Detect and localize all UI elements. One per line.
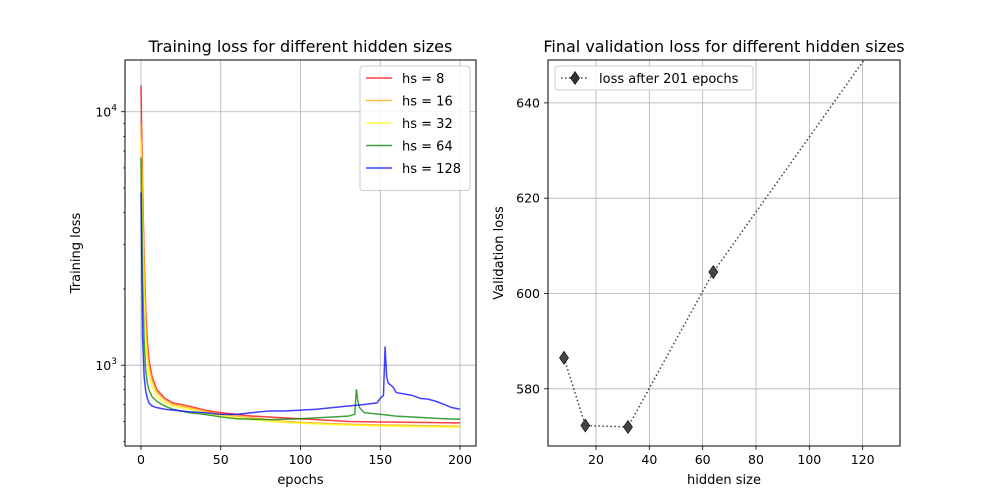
- legend-label: hs = 64: [402, 140, 453, 155]
- x-tick-label: 20: [588, 452, 604, 467]
- training-loss-legend: hs = 8 hs = 16 hs = 32 hs = 64 hs = 128: [359, 65, 471, 191]
- x-tick-label: 50: [213, 452, 229, 467]
- series-line-4: [140, 192, 461, 416]
- training-loss-ylabel: Training loss: [69, 213, 84, 295]
- validation-loss-axes-frame: [547, 59, 901, 447]
- x-tick-label: 0: [137, 452, 145, 467]
- x-tick-label: 100: [289, 452, 313, 467]
- training-loss-panel: Training loss for different hidden sizes…: [69, 37, 477, 488]
- data-point-marker: [623, 419, 633, 434]
- legend-label: loss after 201 epochs: [599, 72, 739, 87]
- x-tick-label: 200: [448, 452, 472, 467]
- legend-box: [554, 65, 754, 91]
- y-tick-label: 104: [95, 104, 117, 120]
- series-line-3: [140, 157, 461, 421]
- y-tick-label: 640: [516, 95, 540, 110]
- data-point-marker: [708, 265, 719, 280]
- x-tick-label: 40: [641, 452, 657, 467]
- x-tick-label: 80: [748, 452, 764, 467]
- x-tick-label: 150: [368, 452, 392, 467]
- legend-label: hs = 16: [402, 95, 453, 110]
- validation-loss-grid: [548, 60, 900, 446]
- data-point-marker: [559, 350, 569, 365]
- x-tick-label: 100: [797, 452, 821, 467]
- validation-loss-legend: loss after 201 epochs: [554, 65, 754, 91]
- data-point-marker: [580, 418, 591, 433]
- y-tick-label: 580: [516, 381, 540, 396]
- x-tick-label: 120: [851, 452, 875, 467]
- validation-loss-title: Final validation loss for different hidd…: [543, 37, 904, 56]
- validation-loss-ticks: 20 40 60 80 100 120 580 600 620 640: [516, 95, 875, 467]
- y-tick-label: 600: [516, 286, 540, 301]
- training-loss-title: Training loss for different hidden sizes: [148, 37, 453, 56]
- training-loss-series: [140, 85, 461, 428]
- training-loss-xlabel: epochs: [277, 473, 324, 488]
- training-loss-ticks: 0 50 100 150 200 103 104: [95, 104, 472, 467]
- legend-marker: [570, 70, 580, 86]
- validation-loss-xlabel: hidden size: [687, 473, 761, 488]
- validation-loss-series: [559, 60, 865, 434]
- series-line-1: [140, 123, 461, 427]
- legend-label: hs = 8: [402, 72, 444, 87]
- validation-loss-ylabel: Validation loss: [492, 206, 507, 300]
- validation-loss-panel: Final validation loss for different hidd…: [492, 37, 905, 488]
- series-line-0: [563, 60, 865, 428]
- y-tick-label: 620: [516, 191, 540, 206]
- y-tick-label: 103: [95, 357, 117, 373]
- x-tick-label: 60: [695, 452, 711, 467]
- legend-label: hs = 128: [402, 162, 461, 177]
- legend-label: hs = 32: [402, 117, 453, 132]
- legend-box: [359, 65, 471, 191]
